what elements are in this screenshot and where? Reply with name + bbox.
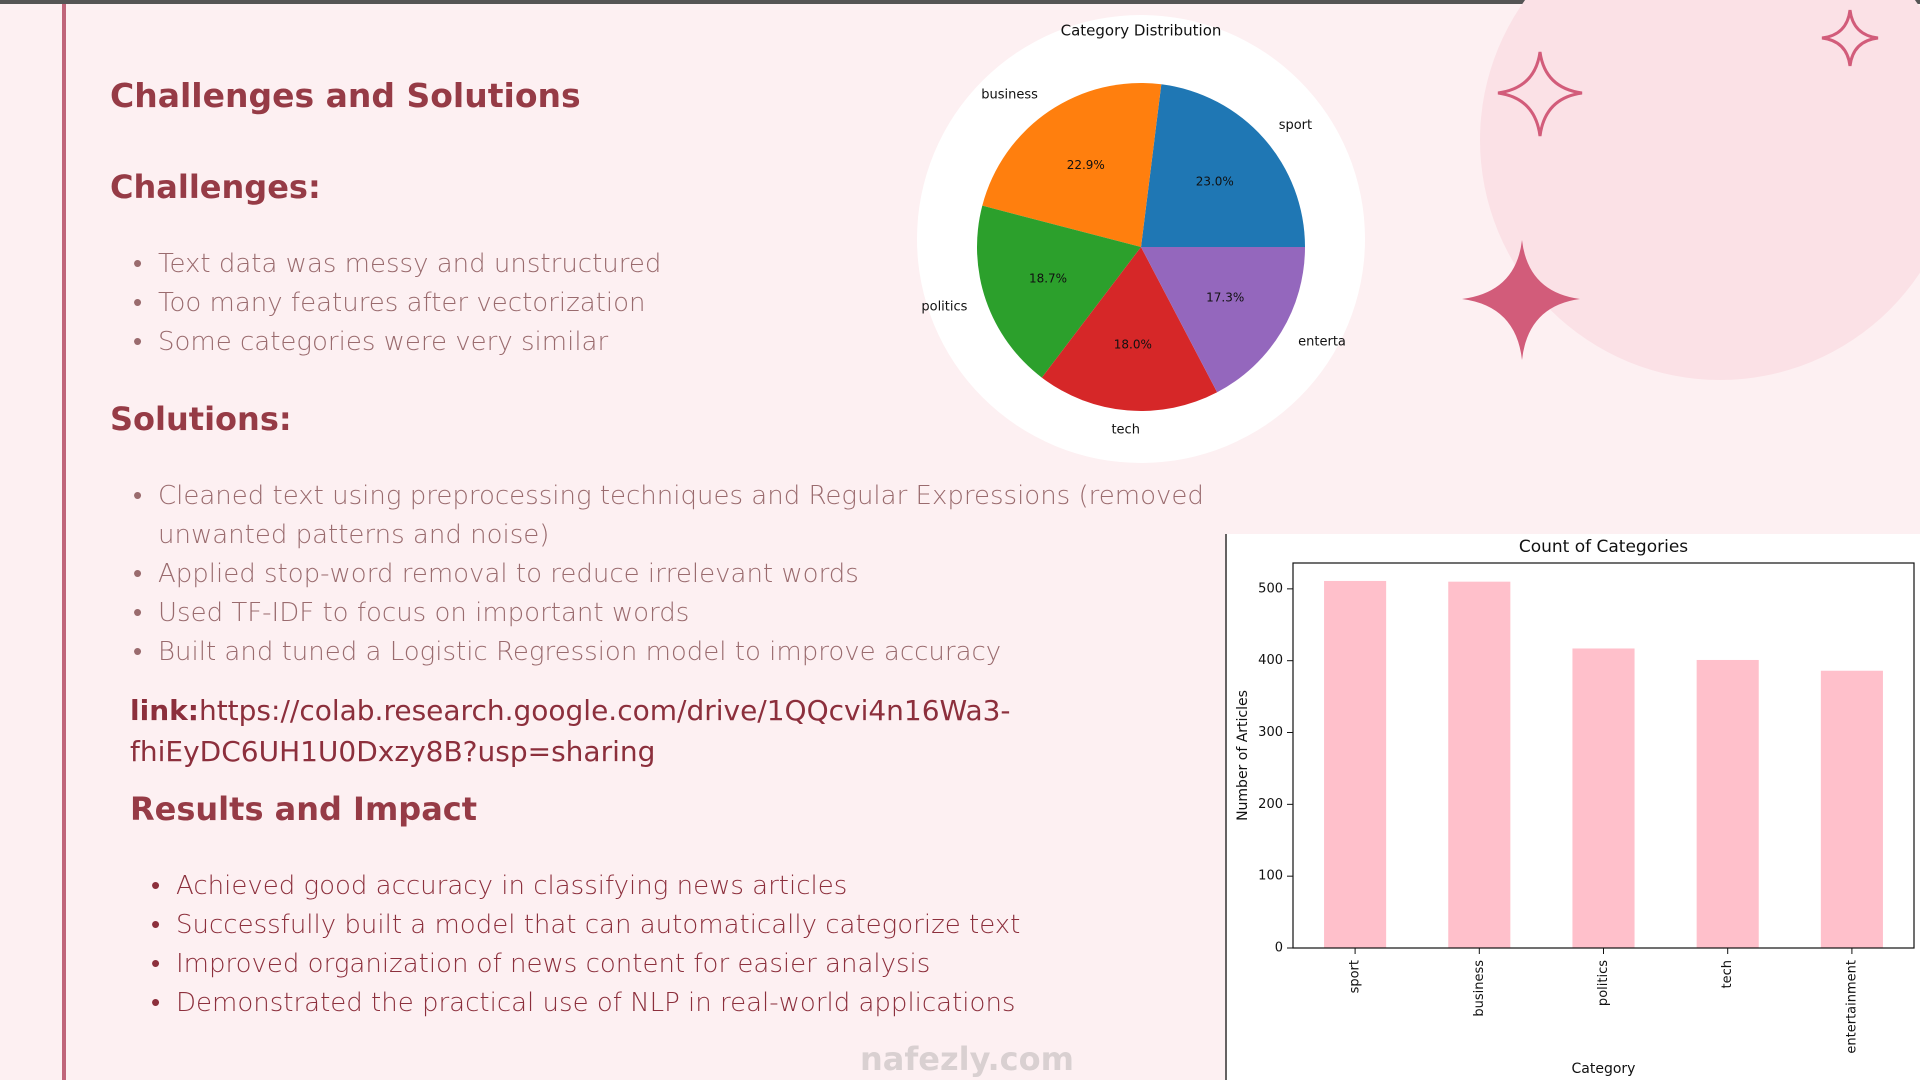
- y-axis-label: Number of Articles: [1235, 690, 1251, 821]
- link-label: link:: [130, 694, 199, 727]
- x-tick-label: tech: [1720, 960, 1735, 988]
- data-label: 18.7%: [1029, 272, 1067, 286]
- pie-slice: [982, 83, 1162, 248]
- bullet-item: Demonstrated the practical use of NLP in…: [151, 984, 1276, 1023]
- slice-label: tech: [1111, 423, 1139, 438]
- x-tick-label: sport: [1348, 960, 1363, 993]
- data-label: 22.9%: [1067, 158, 1105, 172]
- data-label: 23.0%: [1196, 174, 1234, 188]
- bar: [1696, 659, 1759, 948]
- chart-title: Count of Categories: [1519, 537, 1688, 557]
- bullet-item: Improved organization of news content fo…: [151, 945, 1276, 984]
- slice-label: enterta: [1298, 335, 1346, 350]
- pie-slice: [977, 205, 1141, 378]
- bullet-item: Too many features after vectorization: [133, 284, 1158, 323]
- y-tick-label: 200: [1258, 797, 1283, 812]
- watermark: nafezly.com: [860, 1040, 1074, 1078]
- bar: [1572, 648, 1635, 948]
- accent-line: [62, 4, 66, 1080]
- star: [1462, 240, 1580, 360]
- bullet-item: Used TF-IDF to focus on important words: [133, 594, 1273, 633]
- slice-label: politics: [921, 300, 967, 315]
- x-tick-label: entertainment: [1844, 960, 1859, 1054]
- bar: [1324, 580, 1387, 948]
- link-block: link:https://colab.research.google.com/d…: [130, 690, 1050, 772]
- section-heading: Challenges:: [110, 168, 321, 206]
- slice-label: business: [981, 87, 1038, 102]
- y-tick-label: 0: [1275, 941, 1283, 956]
- bullet-list: Text data was messy and unstructuredToo …: [130, 245, 1158, 362]
- x-axis-label: Category: [1572, 1061, 1636, 1077]
- pie-slice: [1041, 247, 1218, 411]
- data-label: 17.3%: [1206, 290, 1244, 304]
- pie-slice: [1141, 247, 1305, 393]
- chart-title: Category Distribution: [1061, 22, 1222, 40]
- slice-label: sport: [1279, 118, 1312, 133]
- y-tick-label: 100: [1258, 869, 1283, 884]
- bullet-item: Successfully built a model that can auto…: [151, 906, 1276, 945]
- star: [1497, 51, 1583, 137]
- bullet-item: Cleaned text using preprocessing techniq…: [133, 477, 1273, 555]
- bar: [1448, 581, 1511, 948]
- axes-frame: [1292, 562, 1915, 949]
- x-tick-label: business: [1472, 960, 1487, 1017]
- bar: [1820, 670, 1883, 948]
- bullet-item: Achieved good accuracy in classifying ne…: [151, 867, 1276, 906]
- y-tick-label: 300: [1258, 725, 1283, 740]
- link-url[interactable]: https://colab.research.google.com/drive/…: [130, 694, 1011, 768]
- slide-title: Challenges and Solutions: [110, 76, 581, 115]
- bullet-list: Achieved good accuracy in classifying ne…: [148, 867, 1276, 1023]
- bullet-list: Cleaned text using preprocessing techniq…: [130, 477, 1273, 672]
- top-bar: [0, 0, 1920, 4]
- pie-slice: [1141, 84, 1305, 247]
- bullet-item: Text data was messy and unstructured: [133, 245, 1158, 284]
- data-label: 18.0%: [1114, 338, 1152, 352]
- star: [1821, 9, 1879, 67]
- y-tick-label: 500: [1258, 581, 1283, 596]
- bg-circle: [1480, 0, 1920, 380]
- x-tick-label: politics: [1596, 960, 1611, 1006]
- section-heading: Results and Impact: [130, 790, 478, 828]
- y-tick-label: 400: [1258, 653, 1283, 668]
- bullet-item: Built and tuned a Logistic Regression mo…: [133, 633, 1273, 672]
- bullet-item: Some categories were very similar: [133, 323, 1158, 362]
- bullet-item: Applied stop-word removal to reduce irre…: [133, 555, 1273, 594]
- section-heading: Solutions:: [110, 400, 292, 438]
